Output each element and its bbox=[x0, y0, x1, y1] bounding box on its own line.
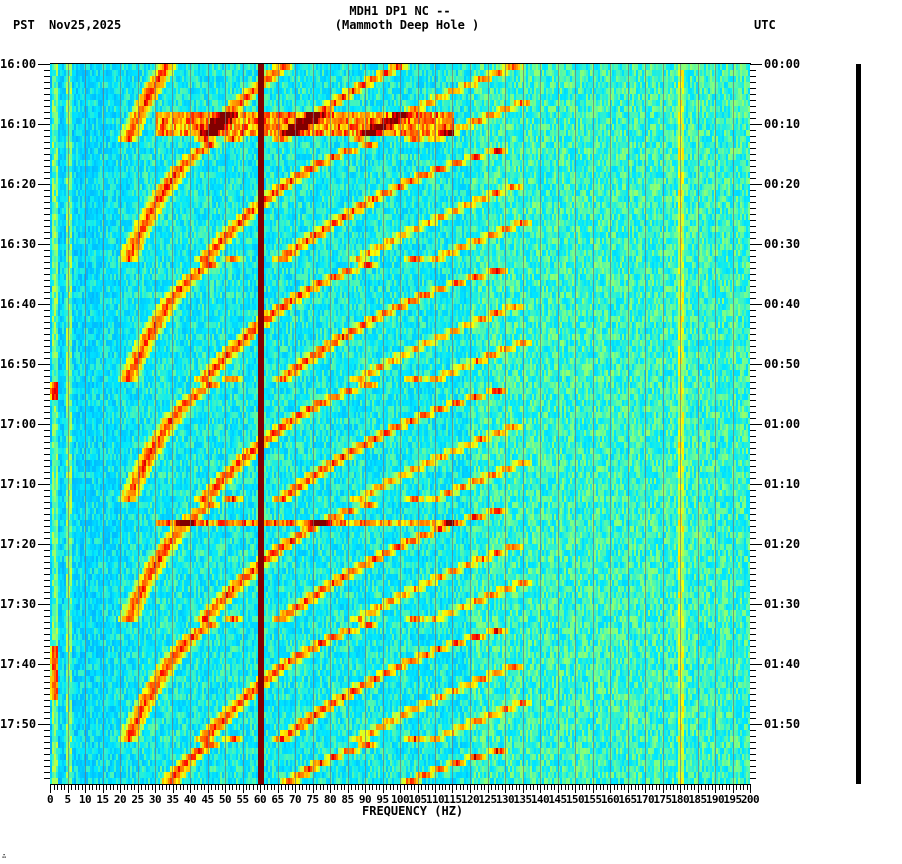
time-label-pst: 17:30 bbox=[0, 597, 37, 611]
frequency-tick-label: 60 bbox=[253, 793, 267, 806]
time-label-pst: 16:50 bbox=[0, 357, 37, 371]
frequency-tick-label: 5 bbox=[64, 793, 71, 806]
frequency-tick-label: 140 bbox=[530, 793, 550, 806]
time-label-pst: 16:20 bbox=[0, 177, 37, 191]
frequency-tick-label: 40 bbox=[183, 793, 197, 806]
frequency-tick-label: 155 bbox=[583, 793, 602, 806]
time-label-pst: 17:00 bbox=[0, 417, 37, 431]
spectrogram-canvas bbox=[50, 64, 750, 784]
time-label-utc: 01:50 bbox=[764, 717, 801, 731]
frequency-tick-label: 35 bbox=[166, 793, 179, 806]
left-timezone-label: PST bbox=[13, 18, 35, 32]
frequency-tick-label: 190 bbox=[705, 793, 725, 806]
frequency-tick-label: 135 bbox=[513, 793, 532, 806]
frequency-tick-label: 90 bbox=[358, 793, 372, 806]
frequency-tick-label: 105 bbox=[408, 793, 427, 806]
frequency-tick-label: 85 bbox=[341, 793, 354, 806]
frequency-tick-label: 150 bbox=[565, 793, 585, 806]
frequency-tick-label: 175 bbox=[653, 793, 672, 806]
time-label-utc: 00:50 bbox=[764, 357, 801, 371]
time-label-pst: 16:40 bbox=[0, 297, 37, 311]
time-label-utc: 00:00 bbox=[764, 57, 801, 71]
time-label-pst: 17:40 bbox=[0, 657, 37, 671]
frequency-tick-label: 75 bbox=[306, 793, 319, 806]
frequency-tick-label: 10 bbox=[78, 793, 92, 806]
frequency-tick-label: 15 bbox=[96, 793, 109, 806]
time-label-pst: 17:10 bbox=[0, 477, 37, 491]
frequency-tick-label: 95 bbox=[376, 793, 389, 806]
amplitude-trace-bar bbox=[856, 64, 861, 784]
frequency-tick-label: 65 bbox=[271, 793, 284, 806]
frequency-tick-label: 160 bbox=[600, 793, 620, 806]
frequency-tick-label: 20 bbox=[113, 793, 127, 806]
time-label-utc: 00:10 bbox=[764, 117, 801, 131]
frequency-tick-label: 195 bbox=[723, 793, 742, 806]
frequency-tick-label: 100 bbox=[390, 793, 410, 806]
frequency-tick-label: 110 bbox=[425, 793, 445, 806]
date-label: Nov25,2025 bbox=[49, 18, 122, 32]
frequency-tick-label: 115 bbox=[443, 793, 462, 806]
frequency-tick-label: 125 bbox=[478, 793, 497, 806]
time-label-utc: 00:30 bbox=[764, 237, 801, 251]
station-title: MDH1 DP1 NC -- bbox=[349, 4, 451, 18]
time-label-pst: 17:50 bbox=[0, 717, 37, 731]
frequency-axis-title: FREQUENCY (HZ) bbox=[362, 804, 464, 818]
corner-mark: ∴ bbox=[2, 852, 7, 860]
frequency-tick-label: 50 bbox=[218, 793, 232, 806]
frequency-tick-label: 30 bbox=[148, 793, 162, 806]
time-label-utc: 01:20 bbox=[764, 537, 801, 551]
frequency-tick-label: 185 bbox=[688, 793, 707, 806]
frequency-tick-label: 130 bbox=[495, 793, 515, 806]
frequency-tick-label: 180 bbox=[670, 793, 690, 806]
time-label-pst: 16:00 bbox=[0, 57, 37, 71]
frequency-tick-label: 120 bbox=[460, 793, 480, 806]
frequency-tick-label: 70 bbox=[288, 793, 302, 806]
time-label-pst: 16:30 bbox=[0, 237, 37, 251]
right-timezone-label: UTC bbox=[754, 18, 776, 32]
frequency-tick-label: 0 bbox=[46, 793, 54, 806]
spectrogram-plot bbox=[50, 64, 750, 784]
frequency-tick-label: 55 bbox=[236, 793, 249, 806]
time-label-utc: 01:10 bbox=[764, 477, 801, 491]
time-label-pst: 17:20 bbox=[0, 537, 37, 551]
time-label-utc: 01:30 bbox=[764, 597, 801, 611]
location-title: (Mammoth Deep Hole ) bbox=[334, 18, 480, 32]
frequency-tick-label: 25 bbox=[131, 793, 144, 806]
frequency-tick-label: 45 bbox=[201, 793, 214, 806]
frequency-tick-label: 200 bbox=[740, 793, 760, 806]
frequency-tick-label: 165 bbox=[618, 793, 637, 806]
frequency-tick-label: 145 bbox=[548, 793, 567, 806]
frequency-tick-label: 170 bbox=[635, 793, 655, 806]
plot-top-border bbox=[50, 63, 751, 64]
time-label-utc: 00:20 bbox=[764, 177, 801, 191]
time-label-pst: 16:10 bbox=[0, 117, 37, 131]
frequency-tick-label: 80 bbox=[323, 793, 337, 806]
time-label-utc: 01:00 bbox=[764, 417, 801, 431]
time-label-utc: 01:40 bbox=[764, 657, 801, 671]
time-label-utc: 00:40 bbox=[764, 297, 801, 311]
